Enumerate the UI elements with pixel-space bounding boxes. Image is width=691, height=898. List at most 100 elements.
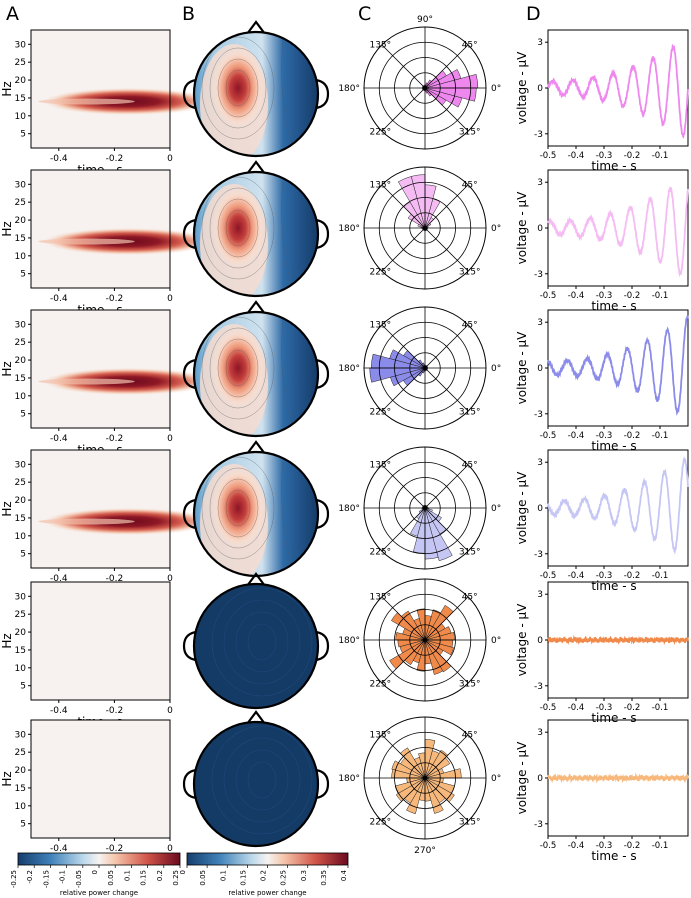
tf-ytick-label: 30 [15,320,27,330]
tf-ytick-label: 30 [15,592,27,602]
topomap-fill [194,312,318,436]
polar-angle-label: 0° [491,84,501,94]
tf-ytick-label: 10 [15,664,27,674]
tf-ytick-label: 10 [15,252,27,262]
colorbar-tick-label: 0.25 [280,870,288,886]
topomap-contour [201,316,275,420]
polar-angle-label: 225° [369,680,391,690]
voltage-ytick-label: -3 [534,270,543,280]
polar-angle-label: 315° [459,408,481,418]
head-outline [192,582,320,710]
polar-spoke [424,639,469,684]
tf-ytick-label: 30 [15,460,27,470]
voltage-ytick-label: 3 [537,38,543,48]
tf-ytick-label: 5 [20,130,26,140]
voltage-panel-4: 3 0 -3 -0.5 -0.4 -0.3 -0.2 -0.1 time - s voltage … [515,449,689,593]
polar-histogram-1: 45° 135° 180° 0° 225° 315° 90° [338,15,501,150]
tf-ytick-label: 25 [15,338,26,348]
colorbar-tick-label: 0.25 [172,870,180,886]
voltage-xtick-label: -0.3 [596,151,613,161]
polar-histogram-4: 45° 135° 180° 0° 225° 315° [338,446,501,570]
tf-ytick-label: 20 [15,216,27,226]
colorbar-tick-label: 0.15 [140,870,148,886]
topomap-fill [194,452,318,576]
tf-ytick-label: 25 [15,58,26,68]
polar-angle-label: 135° [369,460,391,470]
head-outline [192,170,320,298]
polar-angle-label: 45° [462,460,478,470]
colorbar-tick-label: 0.35 [320,870,328,886]
tf-xtick-label: -0.4 [50,434,68,444]
topomap-contour [217,198,259,258]
nose [246,710,266,725]
topomap-hotspot [212,468,264,548]
polar-angle-label: 315° [459,818,481,828]
colorbar-tick-label: 0.1 [219,870,227,881]
polar-spoke [424,734,469,779]
polar-histogram-2: 45° 135° 180° 0° 225° 315° [338,166,501,290]
polar-angle-label: 90° [417,15,433,25]
topomap-contour [217,338,259,398]
tf-burst-tail [38,238,135,245]
voltage-ytick-label: 0 [537,636,543,646]
polar-angle-label: 225° [369,128,391,138]
tf-ylabel: Hz [0,81,14,96]
polar-spoke [424,777,469,822]
left-ear [182,218,197,250]
colorbar-tick-label: 0.15 [239,870,247,886]
tf-ytick-label: 20 [15,356,27,366]
panel-label-c: C [358,3,371,25]
voltage-xlabel: time - s [591,711,636,725]
tf-xtick-label: -0.2 [106,574,124,584]
tf-ytick-label: 20 [15,628,27,638]
tf-ytick-label: 30 [15,40,27,50]
polar-center [423,226,427,230]
tf-ytick-label: 15 [15,514,26,524]
voltage-trace [547,43,689,139]
colorbar-tick-label: 0.1 [123,870,131,881]
polar-angle-label: 180° [338,224,360,234]
voltage-trace [547,186,689,278]
voltage-trace [547,772,689,784]
nose [246,20,266,35]
tf-frame [30,309,171,429]
voltage-ylabel: voltage - µV [515,471,529,544]
polar-spoke [381,227,426,272]
tf-ytick-label: 20 [15,496,27,506]
polar-spoke [381,507,426,552]
voltage-ylabel: voltage - µV [515,603,529,676]
voltage-ytick-label: -3 [534,682,543,692]
nose [246,572,266,587]
polar-spoke [424,184,469,229]
polar-bar [390,367,426,387]
voltage-ytick-label: 3 [537,178,543,188]
polar-angle-label: 45° [462,320,478,330]
voltage-xtick-label: -0.4 [568,703,585,713]
voltage-trace [547,456,689,555]
polar-center [423,506,427,510]
topomap-base [194,584,318,708]
topomap-contour [281,32,295,156]
voltage-xtick-label: -0.2 [624,571,641,581]
polar-center [423,86,427,90]
polar-angle-label: 45° [462,180,478,190]
tf-ytick-label: 25 [15,748,26,758]
tf-ytick-label: 10 [15,532,27,542]
polar-angle-label: 0° [491,636,501,646]
voltage-xtick-label: -0.1 [652,571,669,581]
voltage-frame [547,169,689,287]
polar-angle-label: 225° [369,268,391,278]
voltage-ytick-label: 0 [537,774,543,784]
tf-ylabel: Hz [0,501,14,516]
head-outline [192,720,320,848]
voltage-xlabel: time - s [591,159,636,173]
topomap-1 [182,20,330,158]
topomap-contour [225,69,251,107]
tf-ytick-label: 5 [20,270,26,280]
polar-bar [424,609,442,641]
colorbar-label: relative power change [228,889,306,897]
polar-spoke [381,734,426,779]
topomap-contour [211,587,313,697]
